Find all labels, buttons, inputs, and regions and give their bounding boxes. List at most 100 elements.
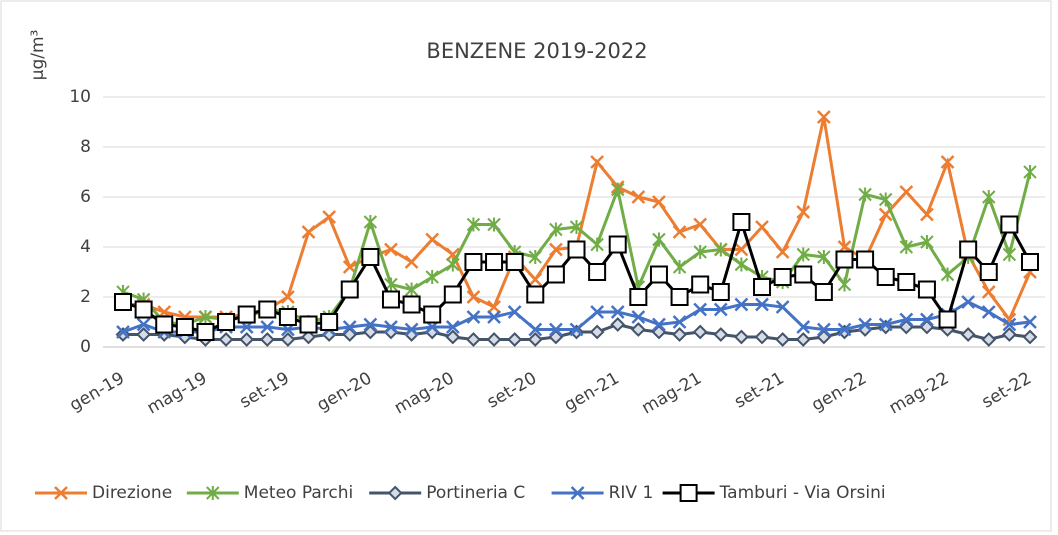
marker xyxy=(961,295,976,309)
y-tick-label: 10 xyxy=(69,87,91,107)
marker xyxy=(301,329,316,345)
marker xyxy=(114,293,132,311)
legend-label: Direzione xyxy=(92,483,172,503)
marker xyxy=(485,253,504,271)
marker xyxy=(631,190,646,204)
y-tick-label: 4 xyxy=(80,237,91,257)
marker xyxy=(672,225,687,239)
marker xyxy=(342,260,357,274)
marker xyxy=(920,312,934,327)
marker xyxy=(876,268,895,286)
marker xyxy=(775,245,790,259)
marker xyxy=(837,322,852,337)
marker xyxy=(299,315,318,334)
marker xyxy=(796,247,810,262)
marker xyxy=(363,317,378,332)
marker xyxy=(487,300,501,314)
marker xyxy=(260,320,275,334)
marker xyxy=(835,250,854,269)
marker xyxy=(443,285,462,304)
marker xyxy=(982,190,996,204)
marker xyxy=(692,324,708,340)
marker xyxy=(713,327,729,342)
marker xyxy=(384,242,398,257)
marker xyxy=(858,187,872,202)
marker xyxy=(445,320,460,334)
marker xyxy=(981,285,996,299)
marker xyxy=(259,332,275,347)
marker xyxy=(899,185,914,199)
marker xyxy=(342,320,357,334)
marker xyxy=(817,250,831,264)
marker xyxy=(693,302,708,317)
marker xyxy=(425,270,439,284)
marker xyxy=(1023,315,1037,329)
marker xyxy=(402,295,421,314)
marker xyxy=(549,242,563,257)
marker xyxy=(670,288,689,306)
marker xyxy=(899,240,914,254)
marker xyxy=(404,322,419,337)
marker xyxy=(569,322,584,337)
marker xyxy=(280,332,296,347)
marker xyxy=(527,332,543,347)
marker xyxy=(794,265,813,284)
marker xyxy=(281,290,295,304)
marker xyxy=(733,329,749,345)
marker xyxy=(198,310,213,324)
marker xyxy=(775,300,790,314)
legend-label: RIV 1 xyxy=(609,483,654,503)
legend-label: Tamburi - Via Orsini xyxy=(719,483,886,503)
marker xyxy=(672,327,687,342)
marker xyxy=(960,327,976,342)
marker xyxy=(796,320,811,334)
marker xyxy=(569,220,584,234)
legend-marker xyxy=(387,485,403,501)
marker xyxy=(590,155,604,169)
marker xyxy=(1002,247,1017,262)
marker xyxy=(755,220,769,234)
marker xyxy=(814,283,833,301)
marker xyxy=(897,273,916,291)
marker xyxy=(734,297,749,312)
marker xyxy=(136,327,152,342)
marker xyxy=(754,329,770,345)
marker xyxy=(258,300,277,319)
marker xyxy=(237,305,256,324)
marker xyxy=(381,290,400,309)
marker xyxy=(631,310,646,324)
marker xyxy=(796,205,811,219)
marker xyxy=(652,232,666,247)
legend-marker xyxy=(206,486,220,500)
marker xyxy=(239,332,255,347)
marker xyxy=(1001,327,1017,342)
marker xyxy=(320,313,339,331)
marker xyxy=(734,257,749,272)
marker xyxy=(590,305,604,319)
chart-title: BENZENE 2019-2022 xyxy=(426,39,647,63)
marker xyxy=(858,317,872,332)
marker xyxy=(528,272,543,287)
marker xyxy=(217,313,236,331)
marker xyxy=(218,332,234,347)
marker xyxy=(732,213,751,231)
marker xyxy=(816,110,831,124)
marker xyxy=(507,332,523,347)
marker xyxy=(590,237,604,252)
legend-label: Meteo Parchi xyxy=(244,483,353,503)
marker xyxy=(959,240,978,259)
marker xyxy=(589,324,605,340)
y-tick-label: 6 xyxy=(80,187,91,207)
marker xyxy=(361,248,380,266)
marker xyxy=(775,332,791,347)
marker xyxy=(507,305,522,319)
marker xyxy=(487,217,501,232)
marker xyxy=(938,310,957,329)
marker xyxy=(856,250,875,269)
marker xyxy=(384,320,398,334)
marker xyxy=(691,275,710,294)
y-tick-label: 2 xyxy=(80,287,91,307)
marker xyxy=(175,318,194,336)
marker xyxy=(136,317,151,332)
